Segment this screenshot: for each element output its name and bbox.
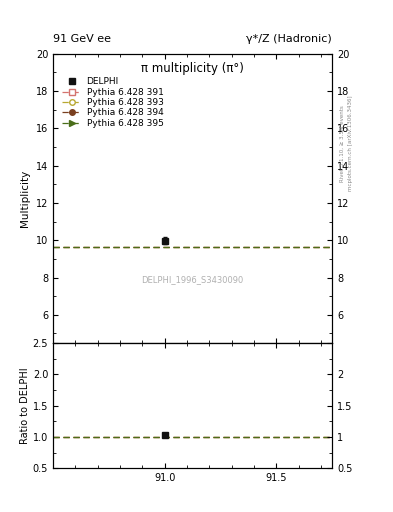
Y-axis label: Ratio to DELPHI: Ratio to DELPHI bbox=[20, 367, 30, 444]
Legend: DELPHI, Pythia 6.428 391, Pythia 6.428 393, Pythia 6.428 394, Pythia 6.428 395: DELPHI, Pythia 6.428 391, Pythia 6.428 3… bbox=[61, 76, 165, 130]
Text: π multiplicity (π°): π multiplicity (π°) bbox=[141, 62, 244, 75]
Y-axis label: Multiplicity: Multiplicity bbox=[20, 169, 30, 227]
Text: γ*/Z (Hadronic): γ*/Z (Hadronic) bbox=[246, 33, 332, 44]
Text: 91 GeV ee: 91 GeV ee bbox=[53, 33, 111, 44]
Text: Rivet 3.1.10, ≥ 3.5M events: Rivet 3.1.10, ≥ 3.5M events bbox=[340, 105, 345, 182]
Text: mcplots.cern.ch [arXiv:1306.3436]: mcplots.cern.ch [arXiv:1306.3436] bbox=[348, 96, 353, 191]
Text: DELPHI_1996_S3430090: DELPHI_1996_S3430090 bbox=[141, 275, 244, 284]
